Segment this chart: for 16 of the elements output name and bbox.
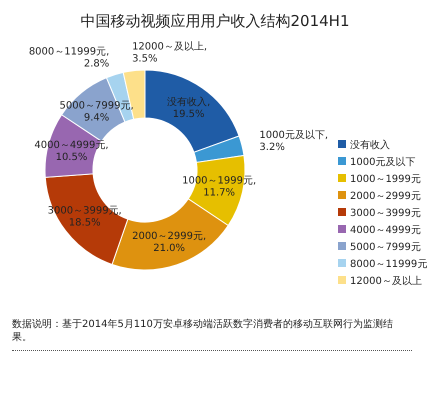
legend-label: 4000～4999元 xyxy=(350,225,421,236)
legend-label: 1000～1999元 xyxy=(350,174,421,185)
legend-label: 12000～及以上 xyxy=(350,275,422,287)
data-label: 8000～11999元, 2.8% xyxy=(28,46,110,70)
legend-label: 8000～11999元 xyxy=(350,259,428,270)
data-label: 2000～2999元, 21.0% xyxy=(132,231,206,254)
data-label: 没有收入, 19.5% xyxy=(167,96,210,120)
legend-label: 1000元及以下 xyxy=(350,156,416,168)
data-label: 1000元及以下, 3.2% xyxy=(259,129,328,154)
legend-label: 5000～7999元 xyxy=(350,242,421,253)
legend-label: 2000～2999元 xyxy=(350,191,421,202)
chart-title: 中国移动视频应用用户收入结构2014H1 xyxy=(80,12,350,30)
data-label: 12000～及以上, 3.5% xyxy=(132,40,208,65)
text: 数据说明：基于2014年5月110万安卓移动端活跃数字消费者的移动互联网行为监测结果。 xyxy=(12,318,394,344)
legend-label: 没有收入 xyxy=(350,139,390,151)
legend-label: 3000～3999元 xyxy=(350,208,421,219)
